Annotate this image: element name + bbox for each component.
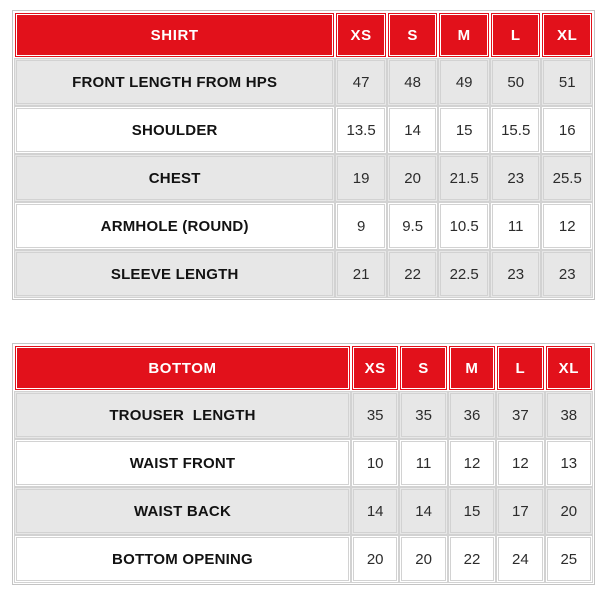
- size-value: 20: [399, 535, 448, 583]
- bottom-header-row: BOTTOM XS S M L XL: [14, 345, 593, 391]
- size-value: 22: [386, 250, 439, 298]
- size-value: 20: [386, 154, 439, 202]
- size-value: 19: [335, 154, 387, 202]
- size-value: 9: [335, 202, 387, 250]
- size-value: 15: [447, 487, 497, 535]
- shirt-size-header-l: L: [489, 12, 542, 58]
- bottom-size-chart: BOTTOM XS S M L XL TROUSER LENGTH 35 35 …: [12, 343, 595, 585]
- measurement-label: TROUSER LENGTH: [14, 391, 351, 439]
- size-value: 15.5: [489, 106, 542, 154]
- measurement-label: FRONT LENGTH FROM HPS: [14, 58, 336, 106]
- bottom-size-header-l: L: [496, 345, 545, 391]
- measurement-label: SLEEVE LENGTH: [14, 250, 336, 298]
- size-charts-page: SHIRT XS S M L XL FRONT LENGTH FROM HPS …: [12, 10, 595, 585]
- measurement-label: BOTTOM OPENING: [14, 535, 351, 583]
- measurement-label: ARMHOLE (ROUND): [14, 202, 336, 250]
- size-value: 23: [489, 250, 542, 298]
- shirt-table: SHIRT XS S M L XL FRONT LENGTH FROM HPS …: [14, 12, 593, 298]
- size-value: 38: [544, 391, 593, 439]
- size-value: 12: [541, 202, 593, 250]
- measurement-label: SHOULDER: [14, 106, 336, 154]
- size-value: 20: [350, 535, 400, 583]
- measurement-row-waist-front: WAIST FRONT 10 11 12 12 13: [14, 439, 593, 487]
- bottom-size-header-s: S: [399, 345, 448, 391]
- size-value: 20: [544, 487, 593, 535]
- size-value: 15: [438, 106, 490, 154]
- size-value: 25.5: [541, 154, 593, 202]
- size-value: 11: [399, 439, 448, 487]
- size-value: 23: [541, 250, 593, 298]
- size-value: 21.5: [438, 154, 490, 202]
- measurement-row-front-length: FRONT LENGTH FROM HPS 47 48 49 50 51: [14, 58, 593, 106]
- size-value: 12: [447, 439, 497, 487]
- bottom-size-header-xs: XS: [350, 345, 400, 391]
- size-value: 24: [496, 535, 545, 583]
- shirt-title-cell: SHIRT: [14, 12, 336, 58]
- shirt-size-header-m: M: [438, 12, 490, 58]
- size-value: 36: [447, 391, 497, 439]
- size-value: 14: [386, 106, 439, 154]
- size-value: 50: [489, 58, 542, 106]
- size-value: 48: [386, 58, 439, 106]
- shirt-size-header-s: S: [386, 12, 439, 58]
- size-value: 49: [438, 58, 490, 106]
- measurement-row-chest: CHEST 19 20 21.5 23 25.5: [14, 154, 593, 202]
- size-value: 17: [496, 487, 545, 535]
- bottom-size-header-xl: XL: [544, 345, 593, 391]
- shirt-size-header-xs: XS: [335, 12, 387, 58]
- size-value: 10.5: [438, 202, 490, 250]
- bottom-size-header-m: M: [447, 345, 497, 391]
- size-value: 13.5: [335, 106, 387, 154]
- size-value: 22: [447, 535, 497, 583]
- size-value: 35: [350, 391, 400, 439]
- measurement-row-trouser-length: TROUSER LENGTH 35 35 36 37 38: [14, 391, 593, 439]
- measurement-label: WAIST BACK: [14, 487, 351, 535]
- bottom-table: BOTTOM XS S M L XL TROUSER LENGTH 35 35 …: [14, 345, 593, 583]
- size-value: 14: [350, 487, 400, 535]
- size-value: 13: [544, 439, 593, 487]
- size-value: 9.5: [386, 202, 439, 250]
- size-value: 12: [496, 439, 545, 487]
- shirt-size-chart: SHIRT XS S M L XL FRONT LENGTH FROM HPS …: [12, 10, 595, 300]
- measurement-label: CHEST: [14, 154, 336, 202]
- size-value: 16: [541, 106, 593, 154]
- measurement-row-sleeve-length: SLEEVE LENGTH 21 22 22.5 23 23: [14, 250, 593, 298]
- size-value: 14: [399, 487, 448, 535]
- measurement-row-armhole: ARMHOLE (ROUND) 9 9.5 10.5 11 12: [14, 202, 593, 250]
- size-value: 51: [541, 58, 593, 106]
- size-value: 25: [544, 535, 593, 583]
- size-value: 35: [399, 391, 448, 439]
- size-value: 23: [489, 154, 542, 202]
- shirt-size-header-xl: XL: [541, 12, 593, 58]
- size-value: 10: [350, 439, 400, 487]
- size-value: 21: [335, 250, 387, 298]
- measurement-label: WAIST FRONT: [14, 439, 351, 487]
- bottom-title-cell: BOTTOM: [14, 345, 351, 391]
- measurement-row-bottom-opening: BOTTOM OPENING 20 20 22 24 25: [14, 535, 593, 583]
- size-value: 11: [489, 202, 542, 250]
- size-value: 47: [335, 58, 387, 106]
- size-value: 37: [496, 391, 545, 439]
- measurement-row-shoulder: SHOULDER 13.5 14 15 15.5 16: [14, 106, 593, 154]
- shirt-header-row: SHIRT XS S M L XL: [14, 12, 593, 58]
- size-value: 22.5: [438, 250, 490, 298]
- measurement-row-waist-back: WAIST BACK 14 14 15 17 20: [14, 487, 593, 535]
